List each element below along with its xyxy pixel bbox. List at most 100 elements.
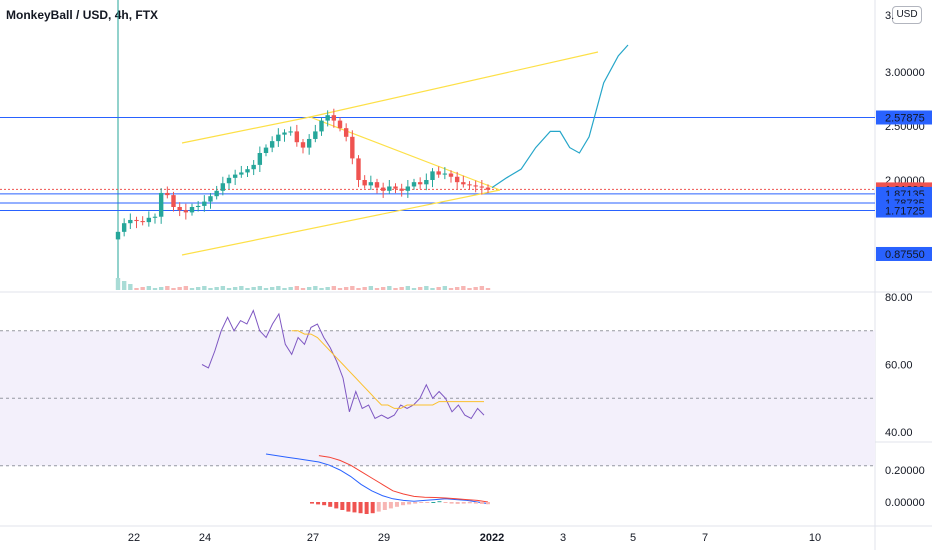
time-tick-label: 29	[378, 532, 390, 544]
candle-body	[152, 216, 158, 218]
candle-body	[387, 186, 392, 191]
time-tick-label: 24	[199, 532, 211, 544]
rsi-ma-line	[291, 330, 484, 409]
rsi-line	[201, 309, 485, 420]
candle-body	[343, 128, 349, 137]
volume-bar	[165, 286, 170, 290]
price-label: 2.57875	[885, 112, 925, 124]
volume-bar	[288, 287, 293, 290]
volume-bar	[177, 287, 182, 290]
macd-histogram-bar	[316, 502, 321, 505]
candle-body	[448, 173, 454, 177]
chart-title: MonkeyBall / USD, 4h, FTX	[6, 8, 159, 22]
macd-histogram-bar	[358, 502, 363, 514]
time-tick-label: 27	[307, 532, 319, 544]
volume-bar	[436, 287, 441, 290]
rsi-tick-label: 80.00	[885, 292, 913, 304]
price-tick-label-partial: 3.	[885, 10, 894, 22]
volume-bar	[195, 287, 201, 290]
candle-body	[294, 131, 300, 143]
volume-bar	[356, 288, 361, 290]
volume-bar	[387, 286, 392, 290]
candle-body	[115, 231, 121, 240]
volume-bar	[313, 286, 318, 290]
candle-body	[417, 182, 423, 185]
macd-histogram-bar	[425, 502, 430, 503]
candle-body	[424, 180, 429, 185]
candle-body	[282, 132, 287, 135]
candle-body	[405, 186, 411, 191]
macd-histogram-bar	[388, 502, 393, 509]
macd-histogram-bar	[486, 502, 490, 505]
volume-bar	[448, 288, 454, 290]
candle-body	[467, 184, 472, 186]
candle-body	[325, 115, 330, 121]
macd-histogram-bar	[364, 502, 369, 514]
candle-body	[220, 183, 226, 191]
candle-body	[442, 173, 448, 175]
volume-bar	[294, 286, 300, 290]
volume-bar	[171, 288, 176, 290]
candle-body	[195, 205, 201, 207]
volume-bar	[467, 288, 472, 290]
trend-line	[181, 189, 501, 256]
volume-bar	[393, 288, 398, 290]
candle-body	[337, 120, 343, 129]
volume-bar	[202, 286, 207, 290]
volume-bar	[331, 286, 337, 290]
volume-bar	[146, 286, 152, 290]
candle-body	[319, 120, 324, 132]
volume-bar	[257, 286, 263, 290]
projection-path	[491, 44, 629, 189]
rsi-tick-label: 40.00	[885, 427, 913, 439]
volume-bar	[319, 288, 324, 290]
macd-histogram-bar	[401, 502, 406, 506]
macd-line	[265, 453, 489, 505]
volume-bar	[417, 287, 423, 290]
candle-body	[257, 153, 263, 165]
volume-bar	[306, 287, 312, 290]
volume-bar	[251, 287, 256, 290]
macd-histogram-bar	[334, 502, 339, 509]
candle-body	[356, 158, 361, 180]
volume-bar	[140, 287, 145, 290]
candle-body	[454, 176, 460, 183]
price-label-bg	[876, 246, 932, 261]
volume-bar	[479, 286, 485, 290]
candle-body	[177, 207, 182, 211]
volume-bar	[128, 284, 133, 290]
time-tick-label: 3	[560, 532, 566, 544]
volume-bar	[325, 287, 330, 290]
candle-body	[208, 196, 213, 202]
macd-histogram-bar	[413, 502, 418, 504]
rsi-tick-label: 60.00	[885, 360, 913, 372]
macd-histogram-bar	[437, 501, 442, 503]
volume-bar	[134, 288, 139, 290]
candle-body	[479, 186, 485, 188]
candle-body	[411, 182, 417, 187]
macd-tick-label: 0.00000	[885, 497, 925, 509]
volume-bar	[380, 287, 386, 290]
volume-bar	[214, 287, 219, 290]
macd-histogram-bar	[310, 502, 314, 504]
volume-bar	[454, 287, 460, 290]
volume-bar	[399, 287, 404, 290]
price-label: 1.71725	[885, 206, 925, 218]
volume-bar	[350, 286, 355, 290]
volume-bar	[405, 286, 411, 290]
candle-body	[165, 192, 170, 196]
candle-body	[214, 190, 219, 197]
trend-line	[181, 116, 311, 144]
macd-histogram-bar	[346, 502, 351, 512]
macd-histogram-bar	[449, 502, 454, 504]
candle-body	[331, 115, 337, 121]
volume-bar	[300, 288, 306, 290]
currency-button[interactable]: USD	[892, 6, 922, 24]
price-tick-label: 3.00000	[885, 67, 925, 79]
candle-body	[300, 142, 306, 148]
macd-histogram-bar	[473, 502, 478, 504]
candle-body	[239, 172, 244, 175]
macd-histogram-bar	[419, 502, 424, 503]
macd-histogram-bar	[394, 502, 399, 507]
